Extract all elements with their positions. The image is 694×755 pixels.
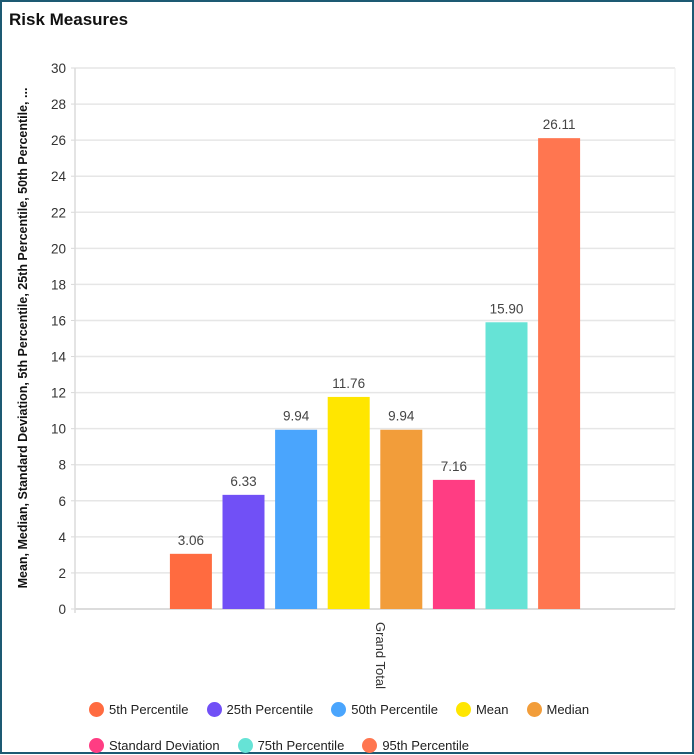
bar-5th-percentile[interactable]: [169, 553, 212, 609]
bars: [169, 138, 581, 610]
y-tick-label: 10: [51, 422, 66, 437]
data-label: 11.76: [332, 376, 365, 391]
legend-dot-icon: [362, 737, 378, 753]
panel-title: Risk Measures: [9, 10, 129, 29]
legend-dot-icon: [331, 701, 347, 717]
legend-item[interactable]: 5th Percentile: [89, 699, 189, 719]
legend-label: 5th Percentile: [109, 701, 189, 717]
y-tick-label: 2: [58, 566, 66, 581]
legend-label: Standard Deviation: [109, 737, 220, 753]
bar-75th-percentile[interactable]: [485, 322, 528, 609]
data-label: 9.94: [283, 409, 310, 424]
y-tick-label: 14: [51, 350, 67, 365]
bar-95th-percentile[interactable]: [538, 138, 581, 610]
data-label: 6.33: [230, 474, 256, 489]
legend-dot-icon: [89, 737, 104, 753]
legend-item[interactable]: 50th Percentile: [331, 699, 438, 719]
legend-item[interactable]: 75th Percentile: [237, 735, 345, 755]
bar-median[interactable]: [380, 429, 423, 609]
legend-label: Median: [546, 701, 590, 717]
legend-dot-icon: [237, 737, 253, 753]
data-labels: 3.06 6.33 9.94 11.76 9.94 7.16 15.90 26.11: [178, 117, 576, 548]
legend-item[interactable]: Median: [526, 699, 590, 719]
y-tick-label: 26: [51, 133, 66, 148]
bar-50th-percentile[interactable]: [275, 429, 318, 609]
data-label: 26.11: [543, 117, 576, 132]
legend-dot-icon: [455, 701, 471, 717]
bar-25th-percentile[interactable]: [222, 494, 265, 609]
legend-label: Mean: [475, 701, 509, 717]
legend-label: 50th Percentile: [351, 701, 438, 717]
y-tick-label: 8: [58, 458, 66, 473]
y-tick-label: 16: [51, 313, 66, 328]
data-label: 3.06: [178, 533, 204, 548]
y-tick-label: 12: [51, 386, 66, 401]
legend-dot-icon: [206, 701, 222, 717]
x-category-label: Grand Total: [373, 622, 388, 689]
y-tick-label: 6: [58, 494, 66, 509]
y-tick-label: 22: [51, 205, 66, 220]
legend-label: 95th Percentile: [382, 737, 470, 753]
bar-standard-deviation[interactable]: [432, 479, 475, 609]
y-tick-label: 18: [51, 277, 66, 292]
y-tick-label: 4: [58, 530, 66, 545]
y-tick-label: 28: [51, 97, 66, 112]
y-tick-label: 0: [58, 602, 66, 617]
legend-item[interactable]: Standard Deviation: [89, 735, 220, 755]
legend-label: 75th Percentile: [257, 737, 345, 753]
legend-item[interactable]: 25th Percentile: [206, 699, 314, 719]
y-axis-label: Mean, Median, Standard Deviation, 5th Pe…: [16, 88, 30, 589]
legend-dot-icon: [89, 701, 104, 717]
legend-dot-icon: [526, 701, 542, 717]
data-label: 15.90: [490, 301, 524, 316]
y-tick-label: 30: [51, 61, 66, 76]
legend: 5th Percentile 25th Percentile 50th Percen…: [89, 699, 649, 755]
bar-mean[interactable]: [327, 396, 370, 609]
gridlines: [75, 67, 676, 609]
y-tick-label: 24: [51, 169, 67, 184]
data-label: 7.16: [441, 459, 467, 474]
data-label: 9.94: [388, 409, 415, 424]
legend-label: 25th Percentile: [226, 701, 314, 717]
legend-item[interactable]: 95th Percentile: [362, 735, 469, 755]
y-tick-label: 20: [51, 241, 66, 256]
legend-item[interactable]: Mean: [455, 699, 509, 719]
